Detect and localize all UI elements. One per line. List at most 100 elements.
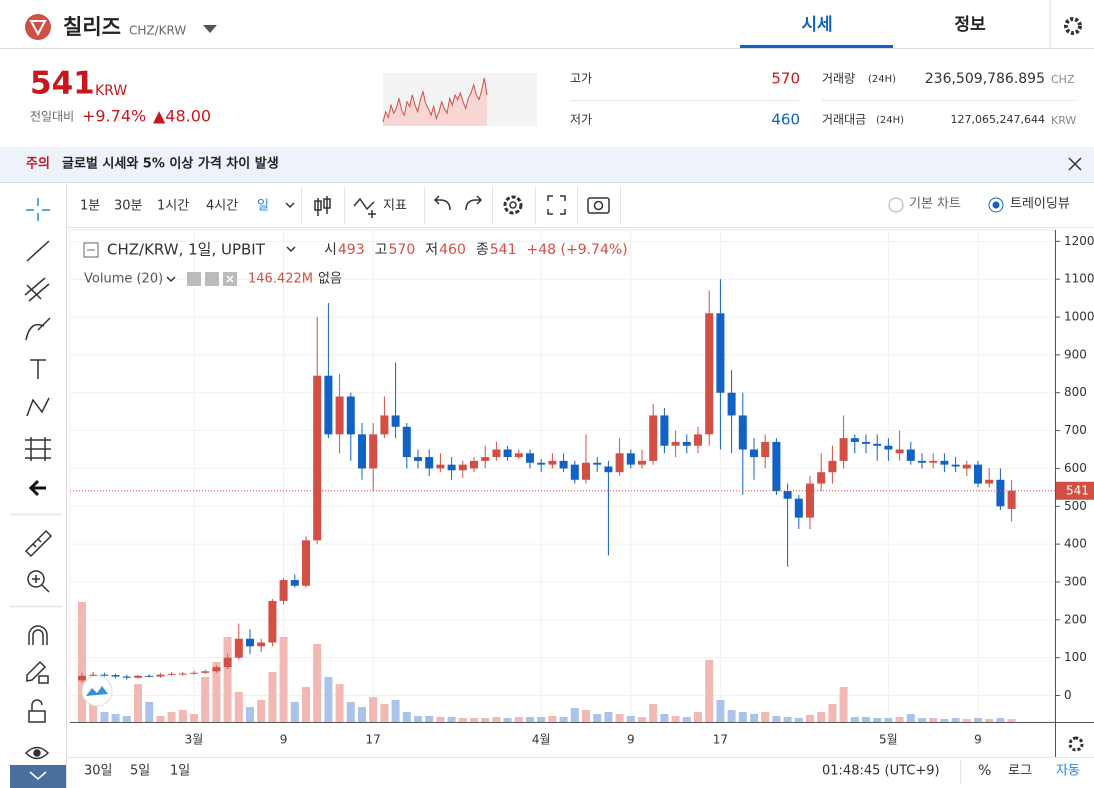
candle-body (772, 441, 781, 492)
text-tool[interactable] (30, 359, 46, 379)
tab[interactable]: 정보 (954, 15, 986, 35)
lock-tool (31, 699, 43, 711)
collapse-button[interactable] (10, 765, 66, 788)
volume-bar (929, 718, 938, 722)
pattern-tool[interactable] (26, 397, 50, 417)
dropdown[interactable] (203, 25, 217, 33)
close-icon[interactable] (1068, 157, 1082, 171)
chevron[interactable] (166, 276, 176, 283)
candle-body (974, 464, 982, 484)
candle-body (481, 457, 490, 461)
axis-settings[interactable] (1068, 736, 1084, 752)
interval[interactable]: 1분 (80, 199, 100, 214)
prediction-tool[interactable] (25, 437, 51, 461)
stat-value: 460 (771, 111, 800, 129)
volume-bar (570, 708, 579, 722)
camera[interactable] (587, 197, 610, 214)
volume-bar (694, 712, 702, 722)
candle-body (738, 415, 747, 450)
zoom-tool[interactable] (27, 570, 45, 588)
volume-bar (492, 717, 501, 722)
interval[interactable]: 1시간 (157, 199, 189, 214)
lock-draw-tool[interactable] (26, 660, 47, 682)
legend-button[interactable] (187, 272, 201, 286)
notice-tag: 주의 (26, 156, 50, 172)
change-label: 전일대비 (30, 110, 74, 124)
legend-button[interactable] (205, 272, 219, 286)
candle-body (638, 460, 646, 465)
radio[interactable] (988, 197, 1004, 213)
volume-bar (503, 718, 512, 722)
volume-bar (212, 662, 221, 722)
chevron[interactable] (286, 246, 296, 253)
volume-bar (369, 697, 378, 722)
interval[interactable]: 일 (257, 199, 269, 214)
visibility-tool[interactable] (24, 746, 50, 760)
undo[interactable] (433, 195, 451, 211)
candle-body (906, 449, 915, 461)
axis-option[interactable]: % (978, 763, 991, 779)
fullscreen[interactable] (547, 195, 566, 215)
chevron[interactable] (285, 202, 295, 209)
volume-bar (649, 704, 658, 722)
chart-mode[interactable]: 트레이딩뷰 (1010, 197, 1070, 212)
magnet-tool[interactable] (28, 625, 48, 645)
logo-badge[interactable] (81, 675, 113, 707)
y-tick-label: 100 (1064, 650, 1087, 664)
logo-badge (86, 686, 108, 696)
radio[interactable] (888, 197, 904, 213)
back-tool[interactable] (28, 479, 46, 497)
stat-value: 236,509,786.895 (925, 71, 1045, 87)
indicator-icon[interactable] (353, 197, 376, 218)
ohlc-change: +48 (+9.74%) (527, 242, 628, 258)
chart-mode[interactable]: 기본 차트 (909, 197, 961, 212)
x-tick-label: 17 (713, 733, 728, 747)
range[interactable]: 30일 (84, 764, 113, 779)
ruler-tool[interactable] (24, 529, 53, 558)
volume-bar (817, 712, 826, 722)
interval[interactable]: 30분 (114, 199, 143, 214)
volume-bar (906, 714, 915, 722)
candle-body (324, 375, 333, 435)
axis-option[interactable]: 자동 (1056, 764, 1080, 779)
volume-bar (100, 712, 109, 722)
candle-body (940, 460, 949, 465)
candle-body (817, 472, 826, 484)
volume-bar (302, 687, 310, 722)
candle-body (918, 460, 926, 463)
volume-bar (246, 707, 254, 722)
candle-body (828, 460, 837, 473)
settings-icon[interactable] (1064, 17, 1082, 35)
legend-title: CHZ/KRW, 1일, UPBIT (107, 241, 266, 259)
range[interactable]: 1일 (170, 764, 190, 779)
header (0, 0, 1094, 48)
volume-bar (548, 716, 557, 722)
drawing-tools (10, 198, 62, 760)
candle-body (369, 434, 378, 469)
tab[interactable]: 시세 (801, 15, 832, 35)
lock-tool[interactable] (28, 710, 46, 723)
candle-body (402, 426, 411, 458)
volume-bar (806, 715, 814, 722)
visibility-tool (33, 749, 41, 757)
volume-title: Volume (20) (84, 272, 163, 287)
chart-pane (69, 229, 1056, 723)
x-tick-label: 17 (366, 733, 381, 747)
candle-body (839, 438, 848, 461)
range[interactable]: 5일 (130, 764, 150, 779)
redo[interactable] (465, 195, 483, 211)
line-tool[interactable] (26, 240, 50, 262)
indicators[interactable]: 지표 (383, 199, 407, 214)
axis-option[interactable]: 로그 (1008, 764, 1032, 779)
crosshair-tool[interactable] (26, 198, 50, 221)
interval[interactable]: 4시간 (206, 199, 238, 214)
candle-body (929, 460, 938, 463)
volume-value: 146.422M (248, 272, 313, 287)
y-tick-label: 1200 (1064, 234, 1094, 248)
settings-icon[interactable] (503, 195, 523, 215)
fib-tool[interactable] (24, 277, 50, 302)
collapse-legend[interactable] (83, 242, 99, 258)
ohlc-value: 460 (439, 242, 466, 258)
candle-body (626, 453, 635, 465)
brush-tool[interactable] (25, 317, 51, 341)
